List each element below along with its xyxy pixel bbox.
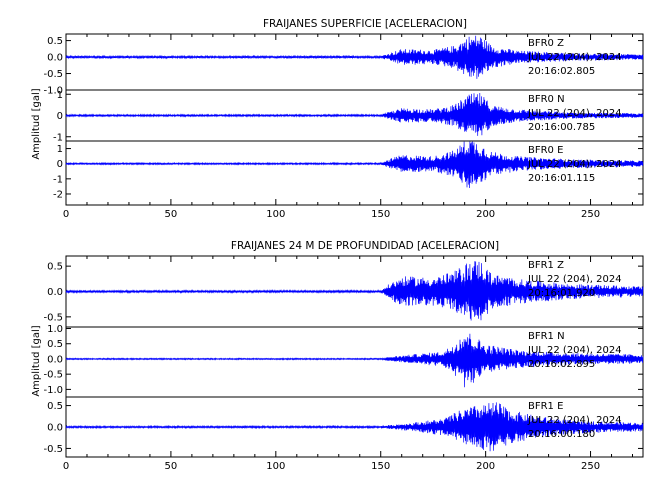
x-tick-label: 200 <box>476 461 495 472</box>
trace-time-label: 20:16:00.785 <box>528 122 595 133</box>
waveform-bfr1-e <box>65 402 644 452</box>
trace-time-label: 20:16:02.805 <box>528 66 595 77</box>
bottom-panel-ylabel: Amplitud [gal] <box>31 325 42 396</box>
trace-time-label: 20:16:01.115 <box>528 173 595 184</box>
y-tick-label: 0.5 <box>47 401 63 412</box>
y-tick-label: -1 <box>53 132 63 143</box>
trace-station-label: BFR0 N <box>528 94 565 105</box>
x-tick-label: 100 <box>266 461 285 472</box>
x-tick-label: 100 <box>266 209 285 220</box>
y-tick-label: -0.5 <box>43 312 63 323</box>
trace-station-label: BFR1 Z <box>528 260 564 271</box>
y-tick-label: 0.5 <box>47 262 63 273</box>
trace-date-label: JUL 22 (204), 2024 <box>527 108 622 119</box>
x-tick-label: 250 <box>581 209 600 220</box>
y-tick-label: 1.0 <box>47 324 63 335</box>
waveform-bfr0-n <box>65 92 644 136</box>
y-tick-label: -0.5 <box>43 370 63 381</box>
x-tick-label: 200 <box>476 209 495 220</box>
x-tick-label: 0 <box>63 461 69 472</box>
waveform-bfr1-n <box>65 333 644 388</box>
y-tick-label: 0.0 <box>47 53 63 64</box>
y-tick-label: 0.0 <box>47 423 63 434</box>
y-tick-label: -1.0 <box>43 86 63 97</box>
top-panel-ylabel: Amplitud [gal] <box>31 88 42 159</box>
y-tick-label: 1 <box>57 90 63 101</box>
trace-date-label: JUL 22 (204), 2024 <box>527 345 622 356</box>
y-tick-label: 0 <box>57 159 63 170</box>
trace-date-label: JUL 22 (204), 2024 <box>527 415 622 426</box>
trace-station-label: BFR0 Z <box>528 38 564 49</box>
y-tick-label: -0.5 <box>43 69 63 80</box>
x-tick-label: 250 <box>581 461 600 472</box>
trace-date-label: JUL 22 (204), 2024 <box>527 159 622 170</box>
y-tick-label: -1.0 <box>43 385 63 396</box>
y-tick-label: 0.0 <box>47 287 63 298</box>
trace-station-label: BFR0 E <box>528 145 563 156</box>
y-tick-label: 1 <box>57 144 63 155</box>
trace-time-label: 20:16:01.920 <box>528 288 595 299</box>
trace-date-label: JUL 22 (204), 2024 <box>527 274 622 285</box>
y-tick-label: -0.5 <box>43 444 63 455</box>
bottom-panel-title: FRAIJANES 24 M DE PROFUNDIDAD [ACELERACI… <box>231 240 499 252</box>
trace-station-label: BFR1 E <box>528 401 563 412</box>
panel-0-frame <box>65 33 644 206</box>
x-tick-label: 50 <box>165 209 178 220</box>
x-tick-label: 150 <box>371 461 390 472</box>
y-tick-label: -1 <box>53 174 63 185</box>
y-tick-label: -2 <box>53 189 63 200</box>
trace-date-label: JUL 22 (204), 2024 <box>527 52 622 63</box>
trace-time-label: 20:16:00.180 <box>528 429 595 440</box>
trace-station-label: BFR1 N <box>528 331 565 342</box>
x-tick-label: 0 <box>63 209 69 220</box>
x-tick-label: 150 <box>371 209 390 220</box>
y-tick-label: 0 <box>57 111 63 122</box>
y-tick-label: 0.0 <box>47 354 63 365</box>
y-tick-label: 0.5 <box>47 339 63 350</box>
waveform-bfr0-z <box>65 35 644 79</box>
waveform-bfr0-e <box>65 141 644 189</box>
x-tick-label: 50 <box>165 461 178 472</box>
y-tick-label: 0.5 <box>47 36 63 47</box>
trace-time-label: 20:16:02.895 <box>528 359 595 370</box>
top-panel-title: FRAIJANES SUPERFICIE [ACELERACION] <box>263 18 467 30</box>
waveform-bfr1-z <box>65 261 644 321</box>
